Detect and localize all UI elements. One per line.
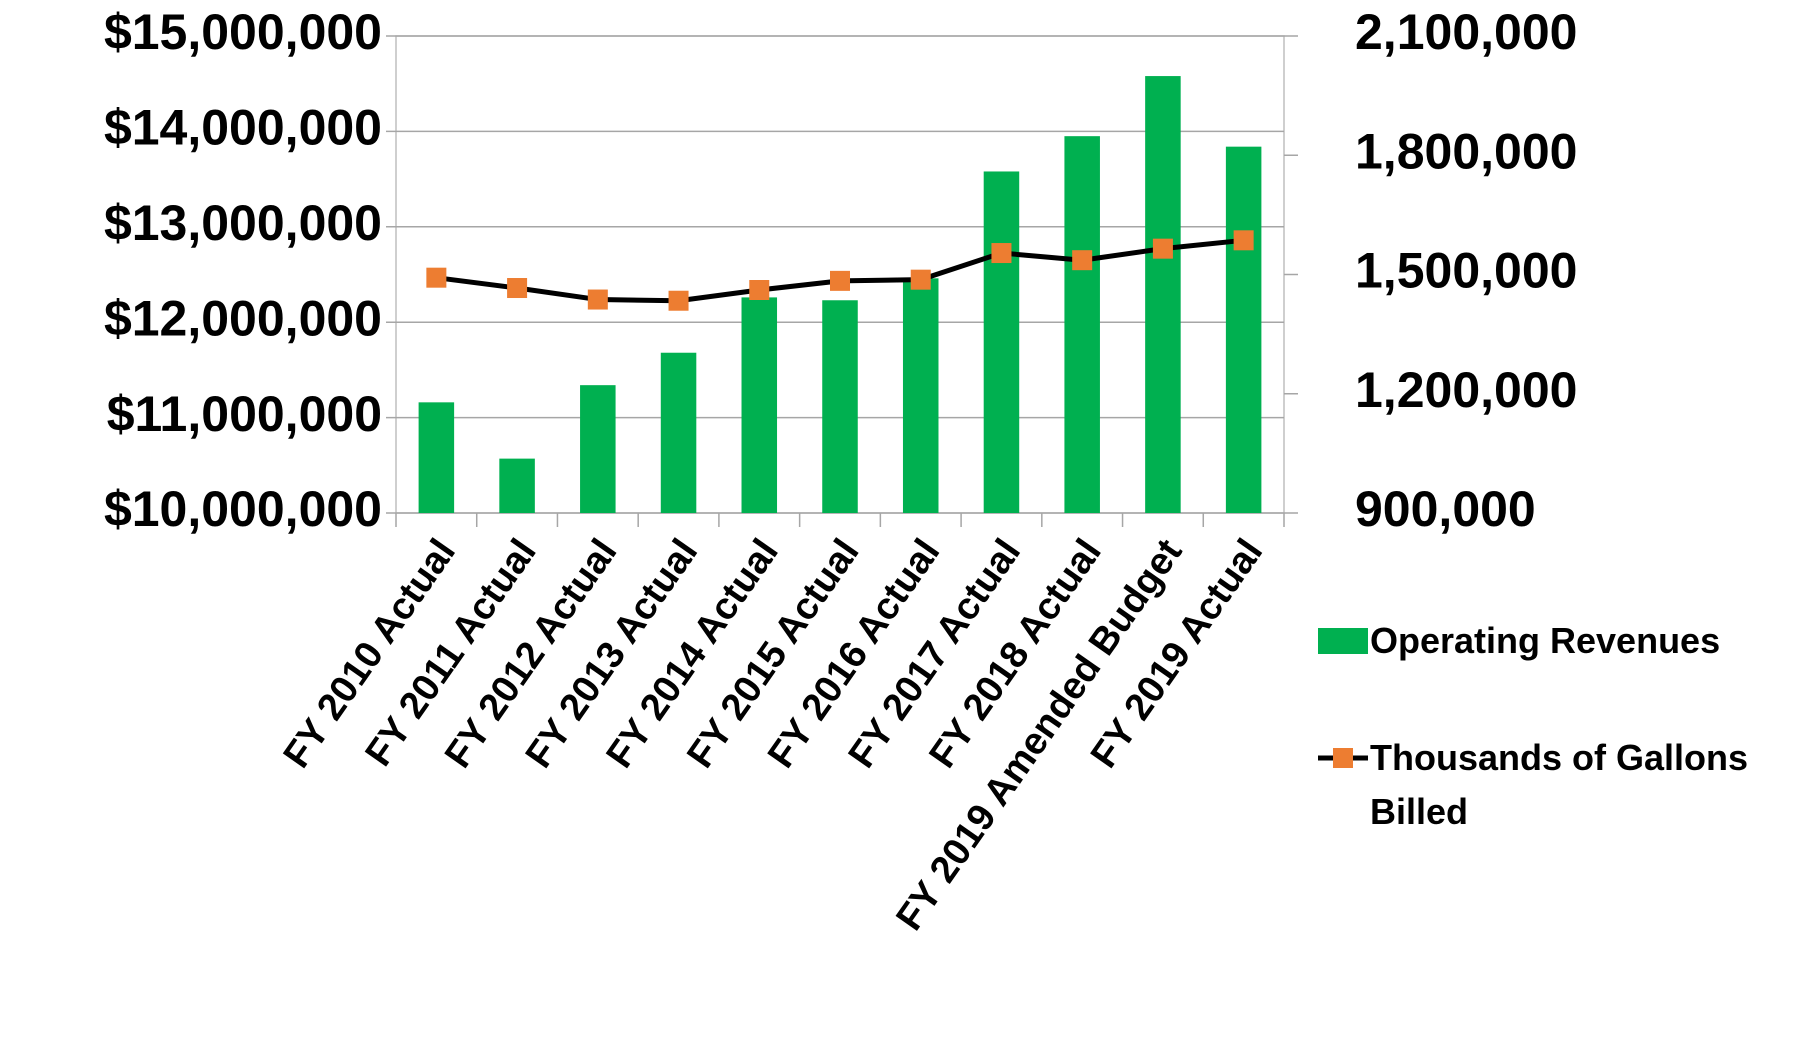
y-tick-label: $15,000,000 [104, 4, 382, 60]
bar [499, 458, 535, 513]
marker [1152, 238, 1173, 259]
bar [741, 297, 778, 513]
marker [1233, 230, 1254, 251]
legend-swatch-rect [1318, 628, 1368, 654]
y-tick-label: $10,000,000 [104, 481, 382, 537]
y-tick-label: $12,000,000 [104, 290, 382, 346]
y2-tick-label: 1,500,000 [1355, 243, 1577, 299]
legend-item: Operating Revenues [1316, 614, 1801, 668]
marker [991, 243, 1012, 264]
legend-swatch [1318, 748, 1368, 768]
y-tick-label: $13,000,000 [104, 195, 382, 251]
marker [668, 290, 689, 311]
legend-swatch [1318, 628, 1368, 654]
marker [749, 280, 770, 301]
bar [660, 352, 697, 513]
marker [910, 269, 931, 290]
legend-label: Operating Revenues [1370, 620, 1721, 661]
legend-label: Thousands of Gallons Billed [1370, 737, 1749, 832]
marker [587, 289, 608, 310]
line [436, 237, 1244, 304]
y2-tick-label: 2,100,000 [1355, 4, 1577, 60]
bar [822, 300, 858, 513]
marker [830, 270, 850, 291]
y2-tick-label: 1,800,000 [1355, 123, 1577, 179]
legend-item: Thousands of Gallons Billed [1316, 731, 1801, 839]
marker [426, 267, 447, 288]
bar [1064, 136, 1100, 514]
marker [507, 278, 528, 299]
bar [1145, 76, 1181, 514]
legend-marker [1333, 748, 1353, 768]
marker [1072, 250, 1093, 271]
bar [983, 171, 1020, 513]
y-tick-label: $14,000,000 [104, 100, 382, 156]
y2-tick-label: 1,200,000 [1355, 362, 1577, 418]
bar [902, 278, 939, 513]
y2-tick-label: 900,000 [1355, 481, 1536, 537]
bar [580, 385, 616, 513]
bar [418, 402, 455, 513]
bar [1225, 146, 1262, 513]
y-tick-label: $11,000,000 [107, 386, 382, 442]
